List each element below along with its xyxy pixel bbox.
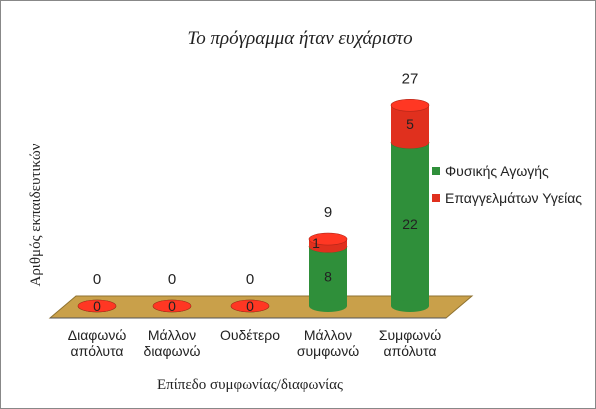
bar-segment bbox=[152, 299, 192, 313]
legend-swatch bbox=[432, 194, 440, 202]
legend-swatch bbox=[432, 167, 440, 175]
cylinder-bottom bbox=[309, 300, 347, 312]
data-label: 1 bbox=[312, 235, 320, 251]
x-tick-label: Ουδέτερο bbox=[220, 327, 280, 343]
cylinder-bottom bbox=[391, 300, 429, 312]
data-label: 0 bbox=[93, 298, 101, 314]
data-label: 8 bbox=[324, 268, 332, 284]
cylinder-body bbox=[309, 246, 347, 306]
bar-segment bbox=[230, 299, 270, 313]
x-tick-label: Μάλλον συμφωνώ bbox=[297, 327, 359, 359]
total-label: 0 bbox=[168, 271, 176, 288]
data-label: 5 bbox=[406, 116, 414, 132]
data-label: 0 bbox=[168, 298, 176, 314]
cylinder-top bbox=[390, 99, 430, 112]
x-tick-label: Διαφωνώ απόλυτα bbox=[68, 327, 127, 359]
data-label: 0 bbox=[246, 298, 254, 314]
chart-title: Το πρόγραμμα ήταν ευχάριστο bbox=[187, 28, 412, 49]
cylinder-top bbox=[308, 232, 348, 246]
total-label: 27 bbox=[402, 70, 419, 87]
x-axis-label: Επίπεδο συμφωνίας/διαφωνίας bbox=[157, 377, 343, 393]
bar-segment bbox=[390, 99, 430, 149]
total-label: 0 bbox=[246, 271, 254, 288]
cylinder-bottom bbox=[391, 136, 429, 149]
cylinder-body bbox=[391, 142, 429, 306]
legend-label: Επαγγελμάτων Υγείας bbox=[445, 190, 582, 206]
total-label: 9 bbox=[324, 204, 332, 221]
cylinder-top bbox=[77, 299, 117, 313]
cylinder-top bbox=[152, 299, 192, 313]
bar-segment bbox=[77, 299, 117, 313]
bar-segment bbox=[308, 232, 348, 253]
cylinder-top bbox=[230, 299, 270, 313]
y-axis-label: Αριθμός εκπαιδευτικών bbox=[28, 143, 44, 286]
legend-label: Φυσικής Αγωγής bbox=[445, 163, 549, 179]
total-label: 0 bbox=[93, 271, 101, 288]
x-tick-label: Συμφωνώ απόλυτα bbox=[379, 327, 441, 359]
data-label: 22 bbox=[402, 216, 418, 232]
x-tick-label: Μάλλον διαφωνώ bbox=[144, 327, 201, 359]
